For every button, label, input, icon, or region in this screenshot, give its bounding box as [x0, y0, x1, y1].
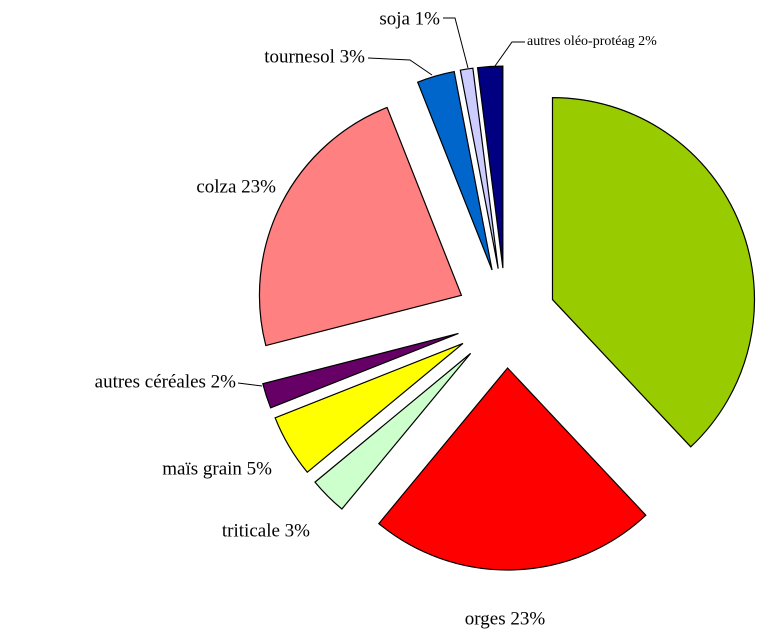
slice-label: autres céréales 2%	[95, 371, 237, 392]
pie-slice	[476, 65, 504, 269]
pie-slice	[416, 70, 493, 271]
pie-slice	[459, 67, 499, 269]
pie-slice	[551, 96, 756, 448]
pie-slice	[314, 352, 472, 510]
slice-label: soja 1%	[379, 8, 440, 29]
pie-slice	[262, 332, 459, 409]
pie-slice	[377, 367, 647, 571]
leader-line	[367, 57, 433, 76]
pie-slice	[274, 342, 464, 474]
slice-label: maïs grain 5%	[162, 458, 272, 479]
slice-label: triticale 3%	[222, 520, 310, 541]
leader-line	[494, 41, 525, 67]
slice-label: orges 23%	[465, 608, 546, 629]
slice-label: autres oléo-protéag 2%	[527, 34, 657, 49]
leader-line	[443, 17, 469, 69]
slice-label: colza 23%	[196, 176, 276, 197]
pie-slice	[258, 106, 463, 347]
leader-line	[237, 382, 263, 387]
slice-label: tournesol 3%	[264, 46, 365, 67]
